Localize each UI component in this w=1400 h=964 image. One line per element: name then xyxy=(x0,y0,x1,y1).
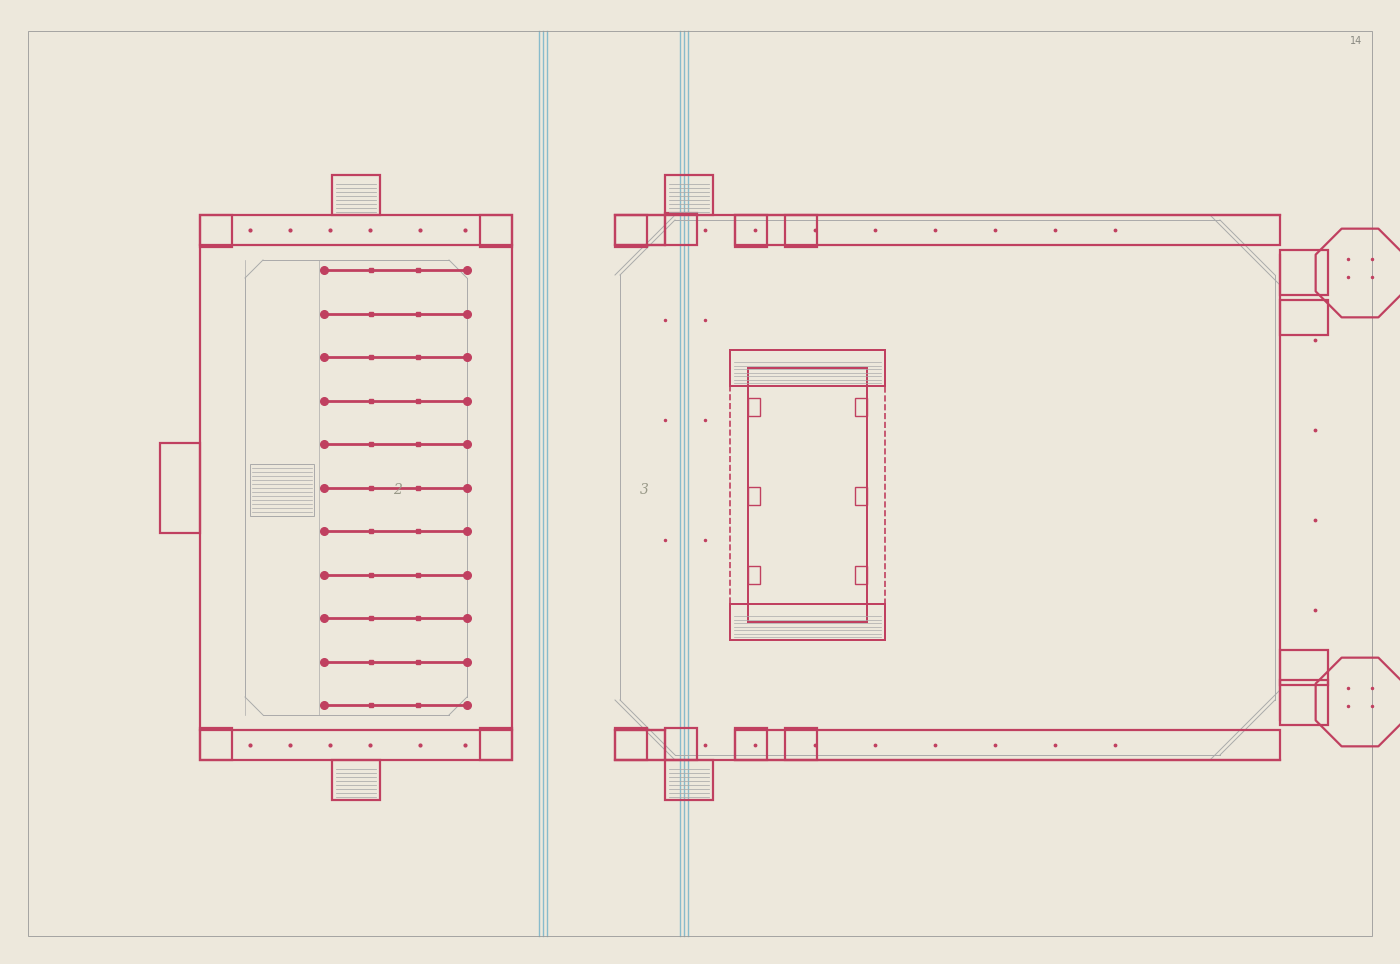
Bar xyxy=(1280,300,1329,335)
Bar xyxy=(729,350,885,386)
Bar xyxy=(665,175,713,215)
Bar xyxy=(332,175,379,215)
Bar xyxy=(480,215,512,247)
Bar xyxy=(615,215,647,247)
Bar xyxy=(480,728,512,760)
Bar xyxy=(332,760,379,800)
Bar xyxy=(785,215,818,247)
Bar xyxy=(665,213,697,245)
Bar xyxy=(855,566,867,584)
Bar xyxy=(615,215,665,245)
Bar xyxy=(748,368,867,622)
Bar xyxy=(200,728,232,760)
Bar xyxy=(735,730,1280,760)
Bar xyxy=(735,728,767,760)
Bar xyxy=(748,398,760,416)
Bar xyxy=(855,487,867,505)
Bar xyxy=(665,728,697,760)
Bar xyxy=(251,464,314,516)
Bar xyxy=(665,760,713,800)
Text: 14: 14 xyxy=(1350,36,1362,46)
Bar xyxy=(1280,680,1329,725)
Bar xyxy=(855,398,867,416)
Bar xyxy=(748,487,760,505)
Bar xyxy=(160,443,200,533)
Bar xyxy=(615,728,647,760)
Bar xyxy=(615,730,665,760)
Bar xyxy=(735,215,767,247)
Bar xyxy=(200,730,512,760)
Text: 2: 2 xyxy=(393,483,402,497)
Bar xyxy=(729,604,885,640)
Bar xyxy=(748,566,760,584)
Bar xyxy=(200,215,232,247)
Bar xyxy=(200,215,512,245)
Bar xyxy=(1280,650,1329,685)
Bar xyxy=(1280,250,1329,295)
Text: 3: 3 xyxy=(640,483,648,497)
Bar xyxy=(735,215,1280,245)
Bar xyxy=(785,728,818,760)
